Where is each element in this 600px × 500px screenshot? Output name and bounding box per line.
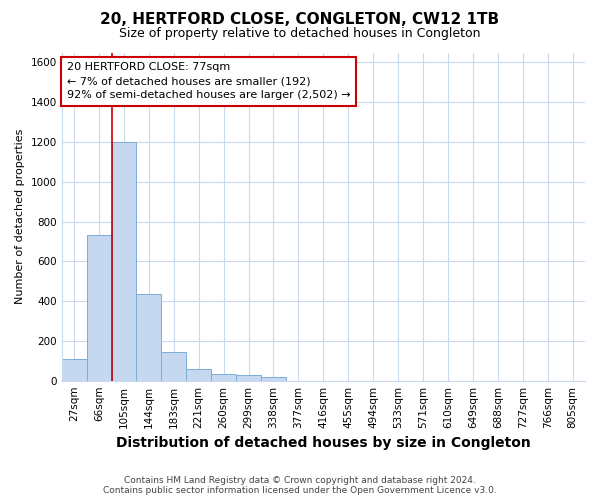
Text: 20, HERTFORD CLOSE, CONGLETON, CW12 1TB: 20, HERTFORD CLOSE, CONGLETON, CW12 1TB <box>100 12 500 28</box>
Text: 20 HERTFORD CLOSE: 77sqm
← 7% of detached houses are smaller (192)
92% of semi-d: 20 HERTFORD CLOSE: 77sqm ← 7% of detache… <box>67 62 350 100</box>
Bar <box>211 374 236 380</box>
Text: Size of property relative to detached houses in Congleton: Size of property relative to detached ho… <box>119 28 481 40</box>
X-axis label: Distribution of detached houses by size in Congleton: Distribution of detached houses by size … <box>116 436 531 450</box>
Bar <box>112 142 136 380</box>
Bar <box>236 374 261 380</box>
Bar <box>86 236 112 380</box>
Bar <box>62 359 86 380</box>
Bar <box>161 352 186 380</box>
Text: Contains HM Land Registry data © Crown copyright and database right 2024.
Contai: Contains HM Land Registry data © Crown c… <box>103 476 497 495</box>
Bar <box>136 294 161 380</box>
Bar <box>186 368 211 380</box>
Bar <box>261 376 286 380</box>
Y-axis label: Number of detached properties: Number of detached properties <box>15 129 25 304</box>
